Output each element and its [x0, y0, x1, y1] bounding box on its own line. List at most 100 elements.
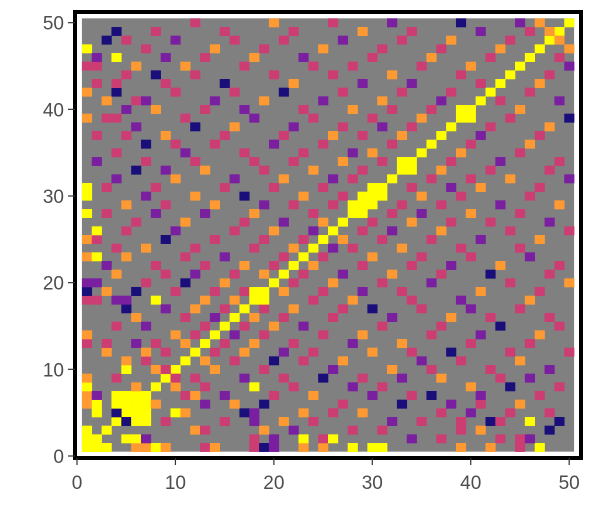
heatmap-cell	[160, 53, 171, 62]
heatmap-cell	[318, 183, 329, 192]
heatmap-cell	[170, 87, 181, 97]
heatmap-cell	[367, 113, 378, 123]
heatmap-cell	[160, 79, 171, 88]
heatmap-cell	[318, 287, 329, 296]
heatmap-cell	[446, 399, 457, 409]
heatmap-cell	[121, 200, 132, 210]
heatmap-cell	[357, 191, 368, 201]
heatmap-cell	[505, 382, 516, 392]
heatmap-cell	[150, 27, 161, 36]
heatmap-cell	[465, 382, 476, 392]
heatmap-cell	[200, 339, 211, 348]
heatmap-cell	[150, 382, 161, 392]
heatmap-cell	[200, 443, 211, 452]
heatmap-cell	[288, 27, 299, 36]
heatmap-cell	[337, 122, 348, 132]
heatmap-cell	[249, 295, 260, 305]
heatmap-cell	[318, 443, 329, 452]
heatmap-cell	[91, 443, 102, 452]
heatmap-cell	[209, 330, 221, 340]
heatmap-cell	[298, 235, 309, 244]
heatmap-cell	[209, 313, 221, 322]
heatmap-cell	[337, 191, 348, 201]
heatmap-cell	[81, 44, 93, 54]
heatmap-cell	[121, 70, 132, 80]
heatmap-cell	[347, 243, 358, 253]
heatmap-cell	[446, 261, 457, 270]
heatmap-cell	[170, 35, 181, 45]
heatmap-cell	[239, 321, 250, 331]
heatmap-cell	[81, 113, 93, 123]
heatmap-cell	[554, 53, 565, 62]
heatmap-cell	[190, 70, 201, 80]
heatmap-cell	[101, 443, 112, 452]
heatmap-cell	[436, 373, 447, 383]
heatmap-cell	[328, 174, 339, 184]
heatmap-cell	[219, 391, 230, 400]
heatmap-cell	[219, 321, 230, 331]
heatmap-cell	[131, 96, 142, 106]
heatmap-cell	[337, 399, 348, 409]
heatmap-cell	[170, 408, 181, 418]
heatmap-cell	[288, 157, 299, 166]
heatmap-cell	[544, 313, 555, 322]
heatmap-cell	[377, 425, 388, 435]
heatmap-cell	[406, 217, 417, 227]
heatmap-cell	[515, 356, 526, 366]
heatmap-cell	[111, 295, 122, 305]
heatmap-cell	[180, 313, 191, 322]
heatmap-cell	[485, 417, 496, 426]
heatmap-cell	[131, 122, 142, 132]
heatmap-cell	[91, 434, 102, 444]
heatmap-cell	[426, 278, 437, 288]
heatmap-cell	[406, 157, 417, 166]
heatmap-cell	[534, 287, 545, 296]
heatmap-cell	[131, 434, 142, 444]
heatmap-cell	[387, 18, 398, 28]
heatmap-cell	[219, 304, 230, 314]
heatmap-cell	[121, 408, 132, 418]
heatmap-cell	[564, 44, 575, 54]
heatmap-cell	[91, 79, 102, 88]
heatmap-cell	[357, 226, 368, 236]
heatmap-cell	[515, 148, 526, 158]
heatmap-cell	[268, 321, 280, 331]
heatmap-cell	[337, 157, 348, 166]
heatmap-cell	[268, 278, 280, 288]
heatmap-cell	[347, 61, 358, 71]
heatmap-cell	[328, 313, 339, 322]
heatmap-cell	[91, 252, 102, 262]
heatmap-cell	[131, 287, 142, 296]
heatmap-cell	[278, 217, 289, 227]
heatmap-cell	[219, 417, 230, 426]
heatmap-cell	[475, 96, 486, 106]
heatmap-cell	[328, 18, 339, 28]
heatmap-cell	[308, 226, 319, 236]
heatmap-cell	[328, 408, 339, 418]
heatmap-cell	[347, 209, 358, 218]
heatmap-cell	[229, 226, 240, 236]
heatmap-cell	[190, 243, 201, 253]
heatmap-cell	[337, 87, 348, 97]
heatmap-cell	[219, 339, 230, 348]
heatmap-cell	[455, 417, 467, 426]
heatmap-cell	[357, 330, 368, 340]
heatmap-cell	[81, 330, 93, 340]
heatmap-cell	[91, 61, 102, 71]
heatmap-cell	[209, 139, 221, 149]
heatmap-cell	[259, 399, 270, 409]
heatmap-cell	[524, 417, 536, 426]
heatmap-cell	[278, 347, 289, 357]
heatmap-cell	[347, 105, 358, 114]
heatmap-cell	[564, 61, 575, 71]
heatmap-cell	[209, 96, 221, 106]
heatmap-cell	[111, 53, 122, 62]
heatmap-cell	[436, 434, 447, 444]
heatmap-cell	[406, 183, 417, 192]
heatmap-cell	[278, 87, 289, 97]
heatmap-cell	[426, 330, 437, 340]
heatmap-cell	[140, 417, 152, 426]
heatmap-cell	[357, 79, 368, 88]
heatmap-cell	[298, 434, 309, 444]
heatmap-cell	[475, 287, 486, 296]
